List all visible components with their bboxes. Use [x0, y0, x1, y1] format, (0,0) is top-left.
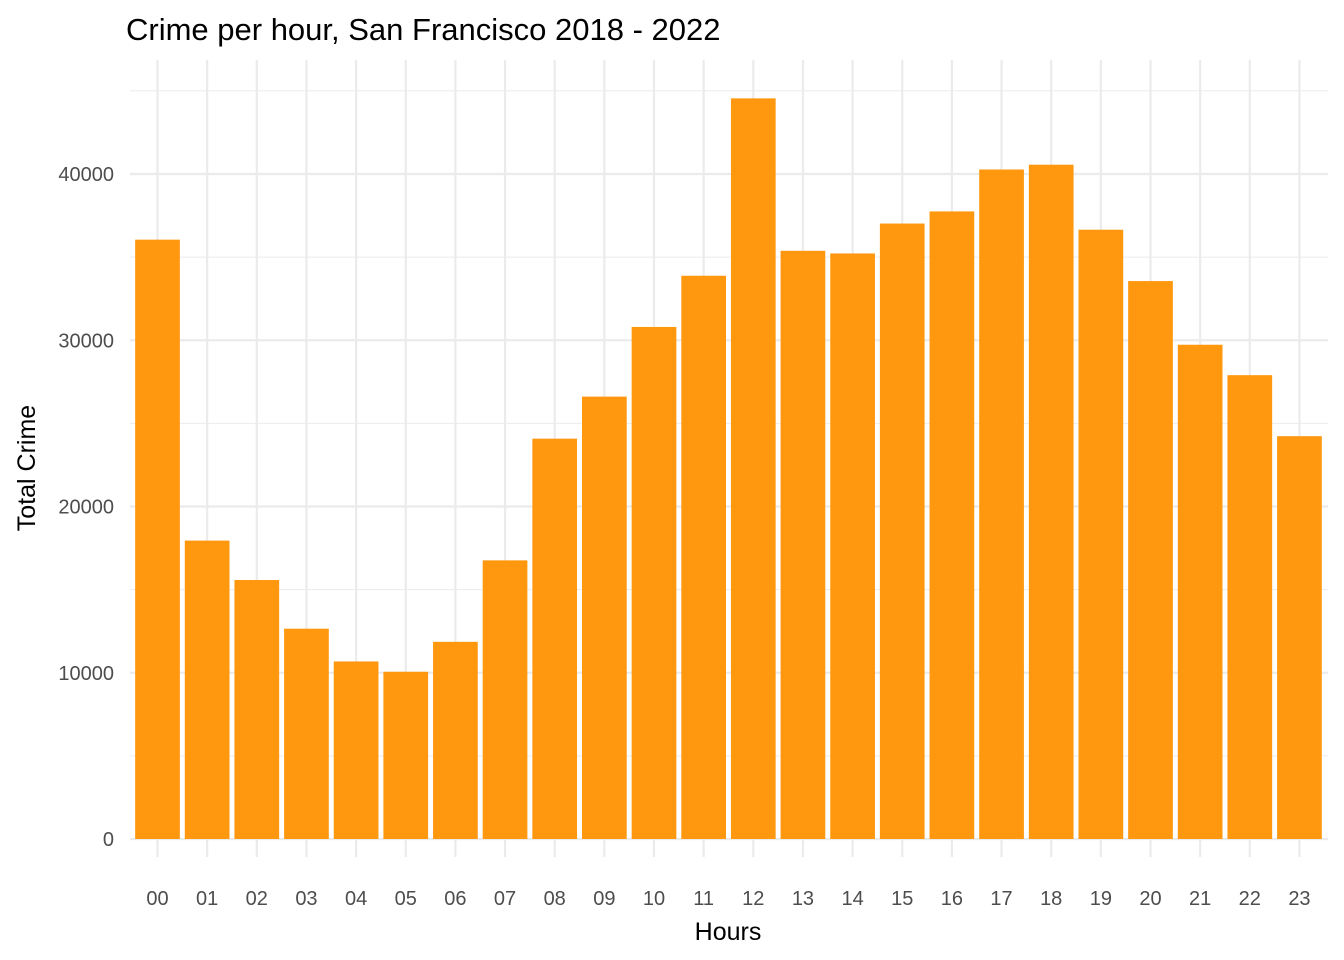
x-tick-label: 01 [196, 888, 218, 910]
x-tick-label: 21 [1189, 888, 1211, 910]
x-tick-label: 11 [693, 888, 714, 910]
x-tick-label: 13 [792, 888, 814, 910]
bar-hour-14 [830, 253, 875, 839]
x-tick-label: 22 [1239, 888, 1261, 910]
bar-hour-21 [1177, 344, 1223, 839]
y-tick-label: 40000 [58, 164, 114, 186]
x-tick-label: 12 [742, 888, 764, 910]
x-tick-label: 04 [345, 888, 367, 910]
bar-hour-20 [1128, 281, 1173, 839]
bar-hour-00 [135, 239, 180, 839]
x-tick-label: 20 [1139, 888, 1161, 910]
bars [135, 98, 1322, 840]
x-tick-label: 16 [941, 888, 963, 910]
bar-hour-07 [482, 560, 528, 839]
bar-hour-22 [1227, 375, 1273, 839]
x-tick-label: 00 [146, 888, 168, 910]
bar-hour-02 [234, 579, 280, 839]
x-tick-label: 02 [246, 888, 268, 910]
bar-hour-16 [929, 211, 975, 839]
bar-hour-10 [631, 326, 677, 839]
x-tick-label: 07 [494, 888, 516, 910]
bar-hour-12 [730, 98, 776, 839]
x-axis-title: Hours [695, 918, 762, 946]
y-tick-label: 10000 [58, 663, 114, 685]
x-tick-label: 17 [990, 888, 1012, 910]
bar-hour-04 [333, 661, 379, 839]
bar-hour-11 [681, 275, 726, 839]
chart-title: Crime per hour, San Francisco 2018 - 202… [126, 12, 720, 47]
bar-hour-05 [383, 671, 429, 839]
x-axis-ticks: 00 01 02 03 04 05 06 07 08 09 10 11 12 13 14 15 16 17 18 19… [146, 888, 1310, 910]
x-tick-label: 23 [1288, 888, 1310, 910]
bar-hour-17 [979, 169, 1024, 840]
bar-hour-08 [532, 438, 578, 839]
y-axis-title: Total Crime [13, 405, 41, 531]
bar-hour-06 [433, 641, 478, 839]
x-tick-label: 18 [1040, 888, 1062, 910]
y-axis-ticks: 0 10000 20000 30000 40000 [58, 164, 114, 851]
x-tick-label: 06 [444, 888, 466, 910]
y-tick-label: 20000 [58, 497, 114, 519]
bar-hour-19 [1078, 229, 1124, 840]
x-tick-label: 15 [891, 888, 913, 910]
x-tick-label: 19 [1090, 888, 1112, 910]
x-tick-label: 10 [643, 888, 665, 910]
bar-hour-01 [184, 540, 230, 839]
bar-hour-23 [1277, 436, 1322, 839]
x-tick-label: 05 [395, 888, 417, 910]
y-tick-label: 0 [103, 829, 114, 851]
bar-hour-18 [1028, 164, 1074, 839]
y-tick-label: 30000 [58, 330, 114, 352]
bar-hour-13 [780, 250, 826, 839]
bar-hour-15 [879, 223, 925, 840]
bar-hour-03 [284, 628, 329, 839]
x-tick-label: 03 [295, 888, 317, 910]
x-tick-label: 14 [841, 888, 863, 910]
x-tick-label: 09 [593, 888, 615, 910]
bar-hour-09 [582, 396, 627, 839]
x-tick-label: 08 [544, 888, 566, 910]
